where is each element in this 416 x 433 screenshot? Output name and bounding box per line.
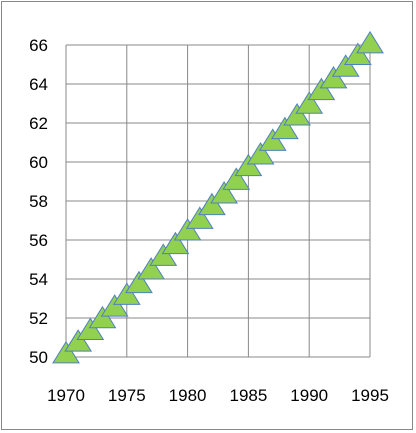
data-point-triangle <box>100 294 129 317</box>
data-point-triangle <box>88 305 117 329</box>
y-tick-label: 56 <box>29 231 48 250</box>
data-point-triangle <box>319 65 348 89</box>
data-point-triangle <box>161 231 190 255</box>
x-tick-label: 1995 <box>351 386 389 405</box>
data-point-triangle <box>307 77 336 101</box>
data-point-triangle <box>137 257 166 280</box>
data-point-triangle <box>112 282 141 305</box>
y-tick-label: 66 <box>29 36 48 55</box>
data-point-triangle <box>52 340 80 364</box>
data-point-triangle <box>356 30 384 54</box>
y-tick-label: 52 <box>29 309 48 328</box>
data-point-triangle <box>234 153 263 177</box>
x-tick-label: 1990 <box>290 386 328 405</box>
data-point-triangle <box>198 192 226 216</box>
data-point-triangle <box>246 142 275 165</box>
x-tick-label: 1980 <box>169 386 207 405</box>
y-tick-label: 64 <box>29 75 48 94</box>
x-tick-label: 1970 <box>47 386 85 405</box>
x-tick-label: 1985 <box>229 386 267 405</box>
data-point-triangle <box>173 218 202 241</box>
data-point-triangle <box>283 103 311 126</box>
data-point-triangle <box>64 329 93 352</box>
data-point-triangle <box>270 116 299 140</box>
data-point-triangle <box>125 270 153 294</box>
gridlines <box>65 44 371 358</box>
x-tick-label: 1975 <box>108 386 146 405</box>
data-point-triangle <box>210 181 238 204</box>
y-tick-label: 62 <box>29 114 48 133</box>
y-tick-label: 50 <box>29 348 48 367</box>
tick-labels: 1970 1975 1980 1985 1990 1995 50 52 54 5… <box>29 36 389 405</box>
data-point-triangle <box>331 54 360 77</box>
data-points <box>52 30 384 364</box>
data-point-triangle <box>295 91 324 114</box>
y-tick-label: 58 <box>29 192 48 211</box>
data-point-triangle <box>185 206 214 229</box>
data-point-triangle <box>149 243 178 266</box>
data-point-triangle <box>76 317 105 340</box>
y-tick-label: 54 <box>29 270 48 289</box>
data-point-triangle <box>222 167 251 190</box>
data-point-triangle <box>258 128 287 151</box>
data-point-triangle <box>343 42 372 66</box>
y-tick-label: 60 <box>29 153 48 172</box>
